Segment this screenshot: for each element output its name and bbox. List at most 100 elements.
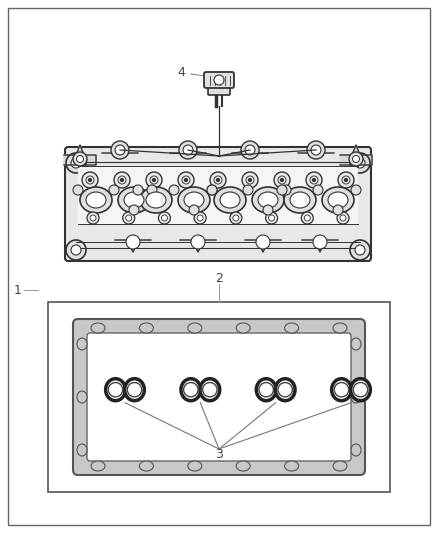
Circle shape — [350, 153, 370, 173]
Circle shape — [256, 235, 270, 249]
Circle shape — [159, 212, 170, 224]
Circle shape — [73, 185, 83, 195]
Circle shape — [73, 152, 87, 166]
Ellipse shape — [276, 379, 295, 401]
Ellipse shape — [181, 379, 201, 401]
Ellipse shape — [333, 323, 347, 333]
Ellipse shape — [125, 379, 145, 401]
FancyBboxPatch shape — [204, 72, 234, 88]
Circle shape — [183, 145, 193, 155]
Circle shape — [268, 215, 275, 221]
Circle shape — [146, 172, 162, 188]
Ellipse shape — [258, 192, 278, 208]
Circle shape — [246, 176, 254, 184]
Ellipse shape — [188, 461, 202, 471]
Circle shape — [133, 185, 143, 195]
Circle shape — [353, 156, 360, 163]
Circle shape — [280, 179, 283, 182]
Circle shape — [169, 185, 179, 195]
Ellipse shape — [77, 444, 87, 456]
Circle shape — [90, 215, 96, 221]
Ellipse shape — [332, 379, 351, 401]
Circle shape — [126, 215, 132, 221]
Ellipse shape — [86, 192, 106, 208]
Ellipse shape — [200, 379, 220, 401]
Circle shape — [111, 141, 129, 159]
Circle shape — [313, 185, 323, 195]
Polygon shape — [232, 142, 268, 153]
Polygon shape — [298, 142, 334, 153]
Circle shape — [307, 141, 325, 159]
Circle shape — [120, 179, 124, 182]
FancyBboxPatch shape — [65, 147, 371, 261]
Polygon shape — [180, 240, 216, 252]
Circle shape — [355, 245, 365, 255]
Circle shape — [243, 185, 253, 195]
Circle shape — [82, 172, 98, 188]
Circle shape — [245, 145, 255, 155]
Ellipse shape — [214, 187, 246, 213]
Circle shape — [248, 179, 251, 182]
Ellipse shape — [284, 187, 316, 213]
Ellipse shape — [328, 192, 348, 208]
Circle shape — [115, 145, 125, 155]
Ellipse shape — [77, 391, 87, 403]
Circle shape — [313, 235, 327, 249]
Circle shape — [345, 179, 347, 182]
Circle shape — [182, 176, 190, 184]
Ellipse shape — [184, 192, 204, 208]
Ellipse shape — [351, 338, 361, 350]
Circle shape — [178, 172, 194, 188]
Circle shape — [311, 145, 321, 155]
Circle shape — [333, 205, 343, 215]
Ellipse shape — [77, 338, 87, 350]
Circle shape — [216, 179, 219, 182]
Circle shape — [214, 75, 224, 85]
Circle shape — [263, 205, 273, 215]
Circle shape — [351, 185, 361, 195]
Circle shape — [189, 205, 199, 215]
Text: 4: 4 — [177, 66, 185, 78]
Circle shape — [71, 158, 81, 168]
Circle shape — [233, 215, 239, 221]
Ellipse shape — [351, 379, 371, 401]
Polygon shape — [302, 240, 338, 252]
Ellipse shape — [80, 187, 112, 213]
Circle shape — [118, 176, 126, 184]
Circle shape — [349, 152, 363, 166]
Circle shape — [277, 185, 287, 195]
Circle shape — [304, 215, 310, 221]
Circle shape — [230, 212, 242, 224]
FancyBboxPatch shape — [73, 319, 365, 475]
Ellipse shape — [236, 461, 250, 471]
Circle shape — [242, 172, 258, 188]
Circle shape — [278, 176, 286, 184]
Circle shape — [87, 212, 99, 224]
Ellipse shape — [285, 323, 299, 333]
Circle shape — [312, 179, 315, 182]
FancyBboxPatch shape — [87, 333, 351, 461]
Circle shape — [197, 215, 203, 221]
Polygon shape — [170, 142, 206, 153]
Circle shape — [184, 179, 187, 182]
FancyBboxPatch shape — [208, 83, 230, 95]
Polygon shape — [245, 240, 281, 252]
Polygon shape — [115, 240, 151, 252]
Circle shape — [71, 245, 81, 255]
Circle shape — [86, 176, 94, 184]
Ellipse shape — [91, 323, 105, 333]
Circle shape — [210, 172, 226, 188]
Circle shape — [281, 185, 291, 195]
Circle shape — [150, 176, 158, 184]
Ellipse shape — [351, 391, 361, 403]
Circle shape — [241, 141, 259, 159]
Circle shape — [179, 141, 197, 159]
Circle shape — [77, 156, 84, 163]
Circle shape — [147, 185, 157, 195]
Circle shape — [265, 212, 278, 224]
Circle shape — [66, 153, 86, 173]
Polygon shape — [102, 142, 138, 153]
Text: 2: 2 — [215, 271, 223, 285]
Circle shape — [310, 176, 318, 184]
Circle shape — [162, 215, 167, 221]
